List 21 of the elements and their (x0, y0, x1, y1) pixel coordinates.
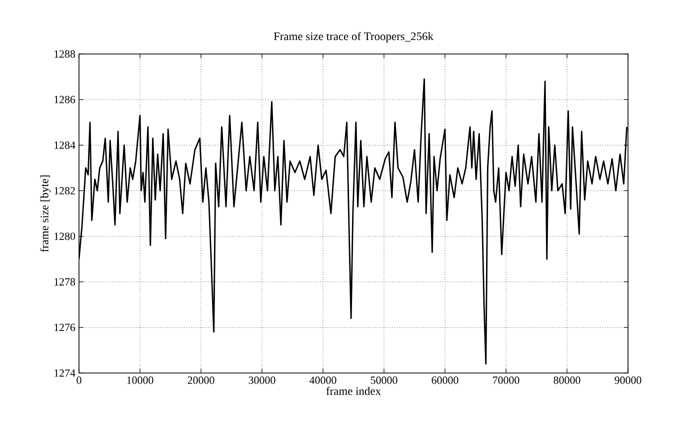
x-tick-label: 50000 (370, 376, 398, 384)
x-axis-title: frame index (326, 386, 381, 395)
x-tick-label: 80000 (554, 376, 580, 384)
y-tick-label: 1282 (54, 187, 75, 194)
x-tick-label: 30000 (248, 376, 276, 384)
x-tick-label: 20000 (188, 376, 214, 384)
x-tick-label: 70000 (493, 376, 520, 384)
y-tick-label: 1284 (54, 141, 76, 149)
y-tick-label: 1276 (54, 324, 76, 332)
x-tick-label: 10000 (127, 376, 154, 384)
chart-title: Frame size trace of Troopers_256k (274, 32, 434, 42)
y-tick-label: 1274 (54, 369, 76, 377)
y-tick-label: 1278 (54, 278, 76, 286)
x-tick-label: 0 (76, 376, 82, 384)
x-tick-label: 60000 (432, 376, 458, 384)
y-axis-title: frame size [byte] (40, 176, 51, 252)
x-tick-label: 90000 (614, 376, 642, 384)
y-tick-label: 1280 (54, 232, 76, 240)
x-tick-label: 40000 (310, 376, 336, 384)
y-tick-label: 1286 (54, 96, 76, 104)
y-tick-label: 1288 (54, 50, 76, 58)
